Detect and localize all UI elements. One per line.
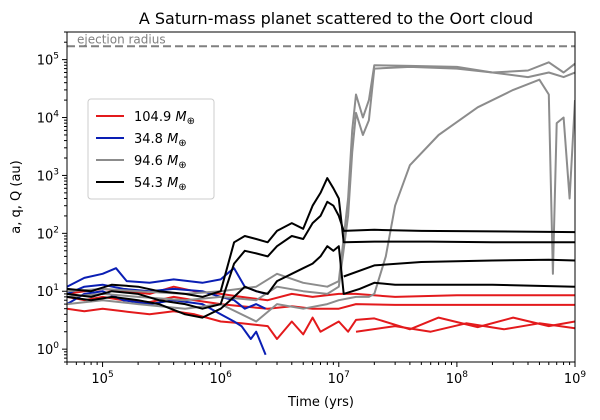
series-2-curve-0	[67, 65, 575, 302]
ejection-radius-label: ejection radius	[77, 32, 166, 46]
x-axis: 105 106 107 108 109	[66, 362, 587, 387]
legend-label-1: 34.8 M⊕	[134, 132, 187, 149]
x-tick-label-2: 107	[328, 370, 350, 387]
legend: 104.9 M⊕ 34.8 M⊕ 94.6 M⊕ 54.3 M⊕	[87, 98, 215, 200]
y-tick-label-0: 100	[37, 341, 60, 358]
x-tick-label-1: 106	[210, 370, 233, 387]
legend-box	[87, 98, 215, 200]
y-tick-label-5: 105	[37, 52, 59, 69]
series-layer	[67, 45, 575, 356]
y-axis: 100 101 102 103 104 105	[37, 31, 67, 363]
y-tick-label-2: 102	[37, 225, 59, 242]
y-tick-label-3: 103	[37, 167, 59, 184]
series-1-curve-1	[67, 290, 267, 356]
x-axis-label: Time (yrs)	[287, 395, 354, 410]
series-2-curve-1	[67, 78, 575, 323]
plot-area: ejection radius	[66, 31, 576, 363]
series-0-curve-3	[355, 322, 575, 333]
x-tick-label-4: 109	[564, 370, 587, 387]
x-tick-label-3: 108	[446, 370, 469, 387]
series-0-curve-1	[67, 307, 575, 340]
chart-title: A Saturn-mass planet scattered to the Oo…	[139, 9, 533, 28]
series-3-curve-3	[343, 258, 575, 278]
series-1-curve-2	[67, 267, 266, 295]
legend-label-0: 104.9 M⊕	[134, 110, 195, 127]
series-2-curve-2	[67, 61, 575, 295]
y-tick-label-4: 104	[37, 110, 60, 127]
legend-label-2: 94.6 M⊕	[134, 154, 187, 171]
legend-label-3: 54.3 M⊕	[134, 176, 187, 193]
y-tick-label-1: 101	[37, 283, 59, 300]
series-3-curve-2	[67, 177, 575, 298]
x-tick-label-0: 105	[91, 370, 113, 387]
series-3-curve-1	[67, 245, 575, 319]
series-3-curve-0	[67, 200, 575, 310]
plot-frame	[66, 31, 576, 363]
series-1-curve-0	[67, 283, 267, 310]
y-axis-label: a, q, Q (au)	[9, 160, 24, 233]
